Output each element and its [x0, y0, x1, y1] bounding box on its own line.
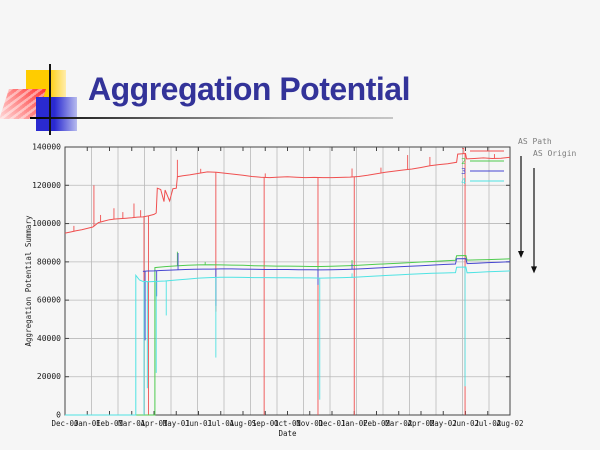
y-tick-label: 80000: [37, 257, 61, 266]
x-tick-label: May-01: [163, 419, 190, 428]
y-tick-label: 100000: [32, 219, 61, 228]
series-3-line: [142, 258, 511, 272]
y-axis-title: Aggregation Potential Summary: [24, 215, 33, 346]
annotation-arrowhead-1: [531, 266, 537, 274]
y-tick-label: 60000: [37, 296, 61, 305]
x-tick-label: Mar-01: [118, 419, 145, 428]
x-tick-label: Apr-01: [140, 419, 167, 428]
logo-blue-square: [36, 97, 77, 131]
legend-label-3: 3: [461, 167, 466, 176]
x-tick-label: Feb-01: [96, 419, 123, 428]
x-tick-label: May-02: [430, 419, 457, 428]
series-2-line: [128, 254, 511, 416]
x-tick-label: Jan-02: [341, 419, 368, 428]
legend-label-1: 1: [461, 147, 466, 156]
x-tick-label: Jun-02: [452, 419, 479, 428]
x-tick-label: Dec-01: [318, 419, 345, 428]
x-tick-label: Aug-02: [496, 419, 523, 428]
x-tick-label: Oct-01: [274, 419, 301, 428]
annotation-arrowhead-0: [518, 251, 524, 259]
logo-crosshair-line: [49, 64, 51, 135]
x-tick-label: Jun-01: [185, 419, 212, 428]
annotation-label-0: AS Path: [518, 137, 552, 146]
y-tick-label: 120000: [32, 181, 61, 190]
x-tick-label: Feb-02: [363, 419, 390, 428]
annotation-label-1: AS Origin: [533, 149, 577, 158]
page-title: Aggregation Potential: [88, 71, 410, 107]
y-tick-label: 40000: [37, 334, 61, 343]
chart-border: [64, 146, 511, 416]
x-axis-title: Date: [278, 429, 297, 438]
x-tick-label: Sep-01: [252, 419, 279, 428]
series-1-line: [64, 152, 511, 234]
x-tick-label: Jan-01: [74, 419, 101, 428]
legend-label-4: 4: [461, 177, 466, 186]
legend-label-2: 2: [461, 157, 466, 166]
x-tick-label: Dec-00: [51, 419, 79, 428]
y-tick-label: 20000: [37, 372, 61, 381]
x-tick-label: Jul-02: [474, 419, 501, 428]
y-tick-label: 140000: [32, 143, 61, 152]
x-tick-label: Nov-01: [296, 419, 323, 428]
x-tick-label: Mar-02: [385, 419, 412, 428]
title-underline: [30, 117, 393, 119]
x-tick-label: Aug-01: [229, 419, 256, 428]
y-tick-label: 0: [56, 411, 61, 420]
x-tick-label: Apr-02: [407, 419, 434, 428]
series-4-line: [65, 266, 511, 416]
x-tick-label: Jul-01: [207, 419, 234, 428]
